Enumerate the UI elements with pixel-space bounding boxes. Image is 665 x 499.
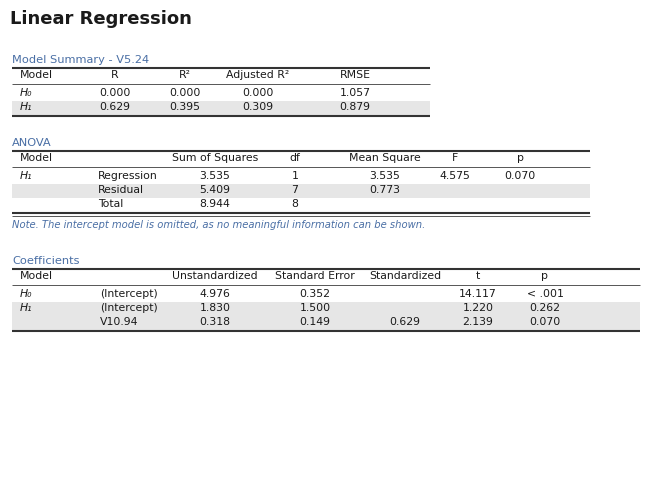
Bar [12, 101, 430, 115]
Bar [12, 184, 590, 198]
Text: 4.575: 4.575 [440, 171, 470, 181]
Text: ANOVA: ANOVA [12, 138, 52, 148]
Text: Model: Model [20, 70, 53, 80]
Text: Linear Regression: Linear Regression [10, 10, 192, 28]
Text: RMSE: RMSE [340, 70, 370, 80]
Text: H₁: H₁ [20, 102, 33, 112]
Text: 1: 1 [291, 171, 299, 181]
Text: 0.773: 0.773 [370, 185, 400, 195]
Text: Coefficients: Coefficients [12, 256, 80, 266]
Text: 0.070: 0.070 [504, 171, 535, 181]
Text: (Intercept): (Intercept) [100, 303, 158, 313]
Text: 0.000: 0.000 [242, 88, 274, 98]
Text: Adjusted R²: Adjusted R² [226, 70, 290, 80]
Text: t: t [476, 271, 480, 281]
Text: R: R [111, 70, 119, 80]
Text: Mean Square: Mean Square [349, 153, 421, 163]
Text: 1.220: 1.220 [462, 303, 493, 313]
Text: 7: 7 [291, 185, 299, 195]
Text: p: p [517, 153, 523, 163]
Text: 3.535: 3.535 [370, 171, 400, 181]
Text: Standard Error: Standard Error [275, 271, 355, 281]
Text: 0.318: 0.318 [200, 317, 231, 327]
Text: 1.500: 1.500 [299, 303, 331, 313]
Text: < .001: < .001 [527, 289, 563, 299]
Text: 5.409: 5.409 [200, 185, 231, 195]
Text: Unstandardized: Unstandardized [172, 271, 258, 281]
Text: Note. The intercept model is omitted, as no meaningful information can be shown.: Note. The intercept model is omitted, as… [12, 220, 425, 230]
Text: 14.117: 14.117 [459, 289, 497, 299]
Text: 8.944: 8.944 [200, 199, 231, 209]
Text: 0.070: 0.070 [529, 317, 561, 327]
Text: 0.629: 0.629 [100, 102, 130, 112]
Bar [12, 302, 640, 330]
Text: 0.000: 0.000 [170, 88, 201, 98]
Text: H₁: H₁ [20, 171, 33, 181]
Text: 3.535: 3.535 [200, 171, 231, 181]
Text: H₁: H₁ [20, 303, 33, 313]
Text: 0.149: 0.149 [299, 317, 331, 327]
Text: 0.000: 0.000 [99, 88, 131, 98]
Text: H₀: H₀ [20, 88, 33, 98]
Text: 0.879: 0.879 [340, 102, 370, 112]
Text: 8: 8 [291, 199, 299, 209]
Text: (Intercept): (Intercept) [100, 289, 158, 299]
Text: 1.830: 1.830 [200, 303, 231, 313]
Text: R²: R² [179, 70, 191, 80]
Text: 0.395: 0.395 [170, 102, 201, 112]
Text: Sum of Squares: Sum of Squares [172, 153, 258, 163]
Text: p: p [541, 271, 549, 281]
Text: Model: Model [20, 153, 53, 163]
Text: Model Summary - V5.24: Model Summary - V5.24 [12, 55, 149, 65]
Text: 2.139: 2.139 [463, 317, 493, 327]
Text: Total: Total [98, 199, 123, 209]
Text: H₀: H₀ [20, 289, 33, 299]
Text: 0.352: 0.352 [299, 289, 331, 299]
Text: 0.262: 0.262 [529, 303, 561, 313]
Text: Regression: Regression [98, 171, 158, 181]
Text: 1.057: 1.057 [340, 88, 370, 98]
Text: 4.976: 4.976 [200, 289, 231, 299]
Text: df: df [289, 153, 301, 163]
Text: Residual: Residual [98, 185, 144, 195]
Text: V10.94: V10.94 [100, 317, 138, 327]
Text: Standardized: Standardized [369, 271, 441, 281]
Text: Model: Model [20, 271, 53, 281]
Text: F: F [452, 153, 458, 163]
Text: 0.309: 0.309 [243, 102, 273, 112]
Text: 0.629: 0.629 [390, 317, 420, 327]
